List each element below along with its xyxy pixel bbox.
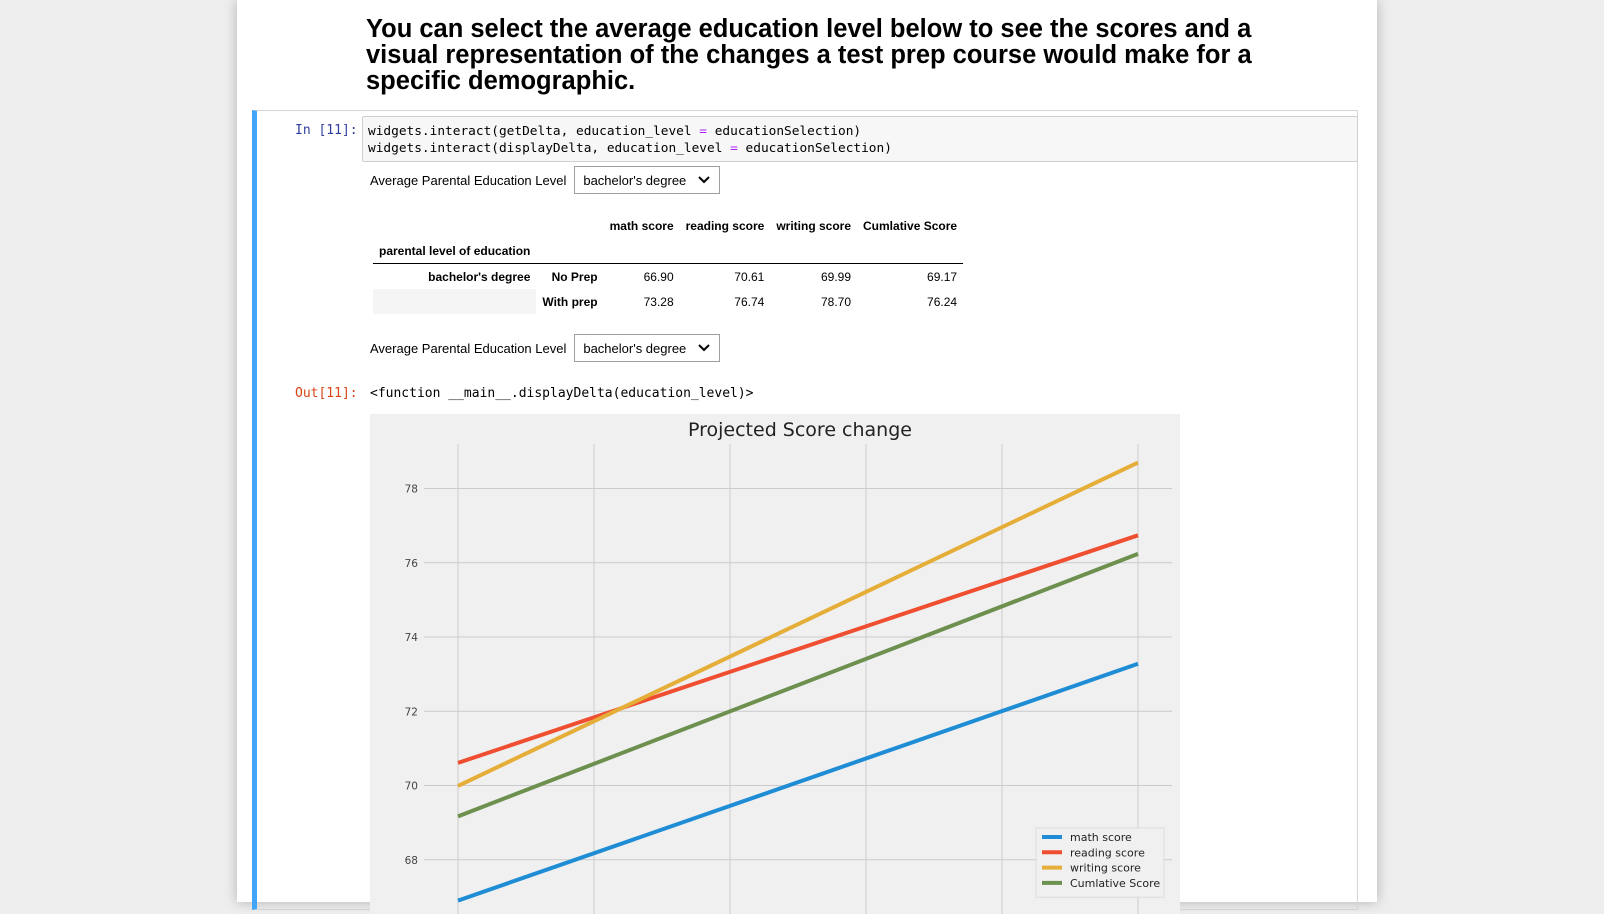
series-line-3 — [457, 460, 1139, 788]
table-row: With prep 73.28 76.74 78.70 76.24 — [373, 289, 963, 314]
code-line-2: widgets.interact(displayDelta, education… — [368, 141, 892, 156]
y-tick-label: 78 — [405, 484, 418, 496]
legend-entry: math score — [1070, 831, 1132, 844]
code-line-1: widgets.interact(getDelta, education_lev… — [368, 124, 862, 139]
notebook-page: You can select the average education lev… — [237, 0, 1377, 914]
legend-entry: writing score — [1070, 862, 1141, 875]
cell-value: 76.24 — [927, 294, 958, 309]
row-label: With prep — [542, 294, 598, 309]
col-header: writing score — [776, 218, 852, 233]
chevron-down-icon — [698, 176, 711, 184]
chart-title: Projected Score change — [688, 419, 912, 441]
education-widget-2: Average Parental Education Level bachelo… — [370, 334, 721, 362]
scores-table: math score reading score writing score C… — [373, 213, 964, 314]
code-editor[interactable]: widgets.interact(getDelta, education_lev… — [362, 116, 1358, 162]
legend-entry: Cumlative Score — [1070, 877, 1160, 890]
projected-score-chart: Projected Score change 68 70 72 74 76 78 math s… — [370, 414, 1180, 914]
series-line-4 — [457, 552, 1139, 819]
dropdown-value: bachelor's degree — [583, 340, 687, 356]
cell-value: 70.61 — [679, 263, 771, 289]
table-row: bachelor's degree No Prep 66.90 70.61 69… — [373, 263, 964, 289]
col-header: math score — [609, 218, 674, 233]
widget-label: Average Parental Education Level — [370, 172, 567, 188]
function-repr: <function __main__.displayDelta(educatio… — [370, 386, 754, 401]
y-tick-label: 68 — [405, 855, 418, 867]
row-group: bachelor's degree — [373, 263, 537, 289]
legend-box — [1035, 827, 1165, 898]
col-header: reading score — [685, 218, 765, 233]
series-line-1 — [457, 661, 1139, 903]
cell-value: 76.74 — [734, 294, 765, 309]
cell-value: 69.17 — [857, 263, 964, 289]
cell-value: 73.28 — [643, 294, 674, 309]
y-tick-label: 74 — [405, 632, 419, 644]
output-prompt: Out[11]: — [295, 386, 358, 401]
y-tick-label: 76 — [405, 558, 419, 570]
widget-label: Average Parental Education Level — [370, 340, 567, 356]
section-heading: You can select the average education lev… — [366, 15, 1252, 95]
legend-entry: reading score — [1070, 846, 1145, 859]
input-prompt: In [11]: — [295, 123, 358, 138]
y-tick-label: 72 — [405, 706, 418, 718]
y-tick-label: 70 — [405, 781, 418, 793]
education-level-dropdown[interactable]: bachelor's degree — [574, 166, 721, 194]
col-header: Cumlative Score — [863, 218, 958, 233]
dropdown-value: bachelor's degree — [583, 172, 687, 188]
cell-value: 78.70 — [820, 294, 852, 309]
cell-value: 69.99 — [770, 263, 858, 289]
education-level-dropdown[interactable]: bachelor's degree — [574, 334, 721, 362]
chevron-down-icon — [698, 344, 711, 352]
index-name: parental level of education — [379, 243, 531, 258]
series-line-2 — [457, 533, 1139, 765]
education-widget-1: Average Parental Education Level bachelo… — [370, 166, 721, 194]
cell-value: 66.90 — [603, 263, 680, 289]
row-label: No Prep — [536, 263, 604, 289]
code-cell[interactable]: In [11]: widgets.interact(getDelta, educ… — [252, 110, 1358, 914]
